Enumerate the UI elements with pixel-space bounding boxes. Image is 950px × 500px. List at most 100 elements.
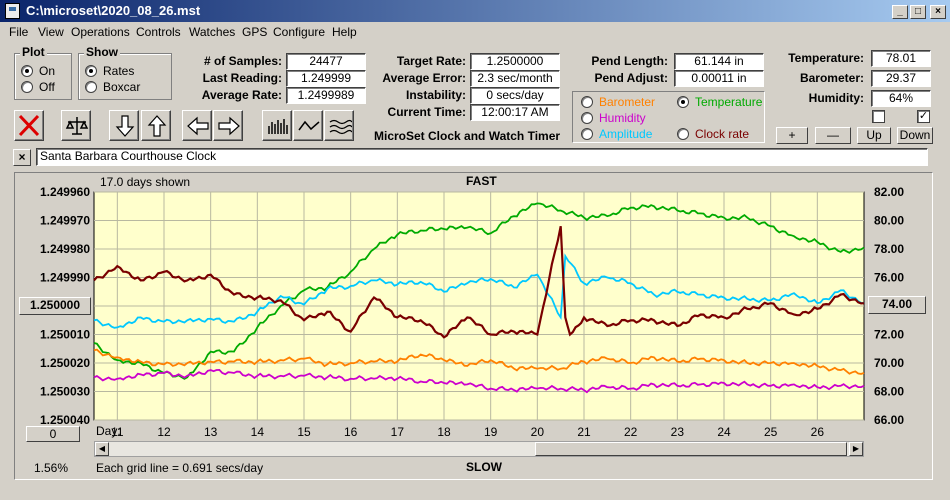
menu-controls[interactable]: Controls: [136, 25, 181, 39]
right-axis-tick-label: 68.00: [874, 385, 904, 399]
clear-clock-button[interactable]: ×: [13, 149, 31, 166]
day-tick-label: 25: [764, 425, 778, 439]
menu-gps[interactable]: GPS: [242, 25, 268, 39]
scroll-left-button[interactable]: ◀: [95, 442, 109, 456]
chart-series: [93, 202, 865, 394]
temperature-label[interactable]: Temperature: [695, 95, 763, 109]
average-rate-label: Average Rate:: [201, 88, 282, 102]
env-series-group: [572, 91, 765, 143]
right-axis-tick-label: 72.00: [874, 328, 904, 342]
day-tick-label: 16: [344, 425, 358, 439]
amplitude-radio[interactable]: [581, 128, 593, 140]
pend-adjust-label: Pend Adjust:: [594, 71, 668, 85]
slow-label: SLOW: [466, 460, 502, 474]
day-tick-label: 24: [717, 425, 731, 439]
menu-watches[interactable]: Watches: [189, 25, 236, 39]
x-icon: [18, 114, 40, 137]
down-button[interactable]: Down: [897, 127, 933, 144]
scale-icon: [65, 117, 89, 135]
balance-button[interactable]: [61, 110, 91, 141]
clock-name-field[interactable]: Santa Barbara Courthouse Clock: [36, 148, 928, 166]
humidity-value-label: Humidity:: [808, 91, 864, 105]
line-view-button[interactable]: [293, 110, 323, 141]
minimize-button[interactable]: _: [892, 5, 908, 19]
zero-button[interactable]: 0: [26, 426, 80, 442]
app-icon[interactable]: [5, 3, 20, 19]
left-axis-tick-label: 1.249980: [40, 242, 90, 256]
right-axis-tick-label: 66.00: [874, 413, 904, 427]
clock-rate-radio[interactable]: [677, 128, 689, 140]
arrow-left-button[interactable]: [182, 110, 212, 141]
humidity-label[interactable]: Humidity: [599, 111, 646, 125]
chart-panel: [14, 172, 933, 480]
pend-adjust-field[interactable]: 0.00011 in: [674, 70, 764, 87]
left-axis-tick-label: 1.250040: [40, 413, 90, 427]
right-axis-button[interactable]: 74.00: [868, 296, 926, 314]
chart-scrollbar[interactable]: ◀ ▶: [94, 441, 864, 457]
plus-button[interactable]: +: [776, 127, 808, 144]
bar-chart-icon: [268, 119, 288, 134]
wave-view-button[interactable]: [324, 110, 354, 141]
close-button[interactable]: ×: [930, 5, 946, 19]
title-bar[interactable]: C:\microset\2020_08_26.mst _ □ ×: [0, 0, 950, 22]
day-tick-label: 18: [437, 425, 451, 439]
instability-field: 0 secs/day: [470, 87, 560, 104]
target-rate-field[interactable]: 1.2500000: [470, 53, 560, 70]
current-time-label: Current Time:: [387, 105, 466, 119]
plot-off-radio[interactable]: [21, 81, 33, 93]
barometer-radio[interactable]: [581, 96, 593, 108]
minus-button[interactable]: —: [815, 127, 851, 144]
up-button[interactable]: Up: [857, 127, 891, 144]
plot-off-label[interactable]: Off: [39, 80, 55, 94]
stop-button[interactable]: [14, 110, 44, 141]
line-chart-icon: [298, 120, 320, 131]
arrow-down-button[interactable]: [109, 110, 139, 141]
menu-bar: File View Operations Controls Watches GP…: [0, 22, 950, 42]
barometer-label[interactable]: Barometer: [599, 95, 656, 109]
pend-length-field[interactable]: 61.144 in: [674, 53, 764, 70]
menu-view[interactable]: View: [38, 25, 64, 39]
maximize-button[interactable]: □: [910, 5, 926, 19]
fast-label: FAST: [466, 174, 497, 188]
show-rates-radio[interactable]: [85, 65, 97, 77]
show-boxcar-label[interactable]: Boxcar: [103, 80, 141, 94]
day-tick-label: 15: [297, 425, 311, 439]
plot-on-radio[interactable]: [21, 65, 33, 77]
amplitude-label[interactable]: Amplitude: [599, 127, 653, 141]
scroll-thumb[interactable]: [535, 442, 847, 456]
arrow-left-icon: [187, 116, 209, 136]
left-axis-tick-label: 1.249970: [40, 214, 90, 228]
day-axis-label: Day:: [96, 424, 121, 438]
center-rate-button[interactable]: 1.250000: [19, 297, 91, 315]
samples-field: 24477: [286, 53, 366, 70]
show-group-title: Show: [84, 45, 120, 59]
series-line-barometer: [93, 348, 865, 375]
arrow-right-button[interactable]: [213, 110, 243, 141]
menu-operations[interactable]: Operations: [71, 25, 130, 39]
plot-on-label[interactable]: On: [39, 64, 56, 78]
average-error-field: 2.3 sec/month: [470, 70, 560, 87]
last-reading-label: Last Reading:: [202, 71, 282, 85]
show-boxcar-radio[interactable]: [85, 81, 97, 93]
menu-file[interactable]: File: [9, 25, 29, 39]
menu-help[interactable]: Help: [332, 25, 357, 39]
day-tick-label: 22: [624, 425, 638, 439]
clock-rate-label[interactable]: Clock rate: [695, 127, 750, 141]
humidity-radio[interactable]: [581, 112, 593, 124]
show-rates-label[interactable]: Rates: [103, 64, 135, 78]
arrow-right-icon: [218, 116, 240, 136]
day-tick-label: 14: [251, 425, 265, 439]
arrow-up-button[interactable]: [141, 110, 171, 141]
bar-view-button[interactable]: [262, 110, 292, 141]
day-tick-label: 12: [157, 425, 171, 439]
series-line-clock-rate: [93, 225, 865, 339]
days-shown-label: 17.0 days shown: [100, 175, 191, 189]
right-checkbox[interactable]: ✓: [917, 110, 930, 123]
scroll-right-button[interactable]: ▶: [849, 442, 863, 456]
wave-icon: [329, 119, 352, 135]
left-checkbox[interactable]: [872, 110, 885, 123]
temperature-radio[interactable]: [677, 96, 689, 108]
left-axis-tick-label: 1.250030: [40, 385, 90, 399]
menu-configure[interactable]: Configure: [273, 25, 326, 39]
